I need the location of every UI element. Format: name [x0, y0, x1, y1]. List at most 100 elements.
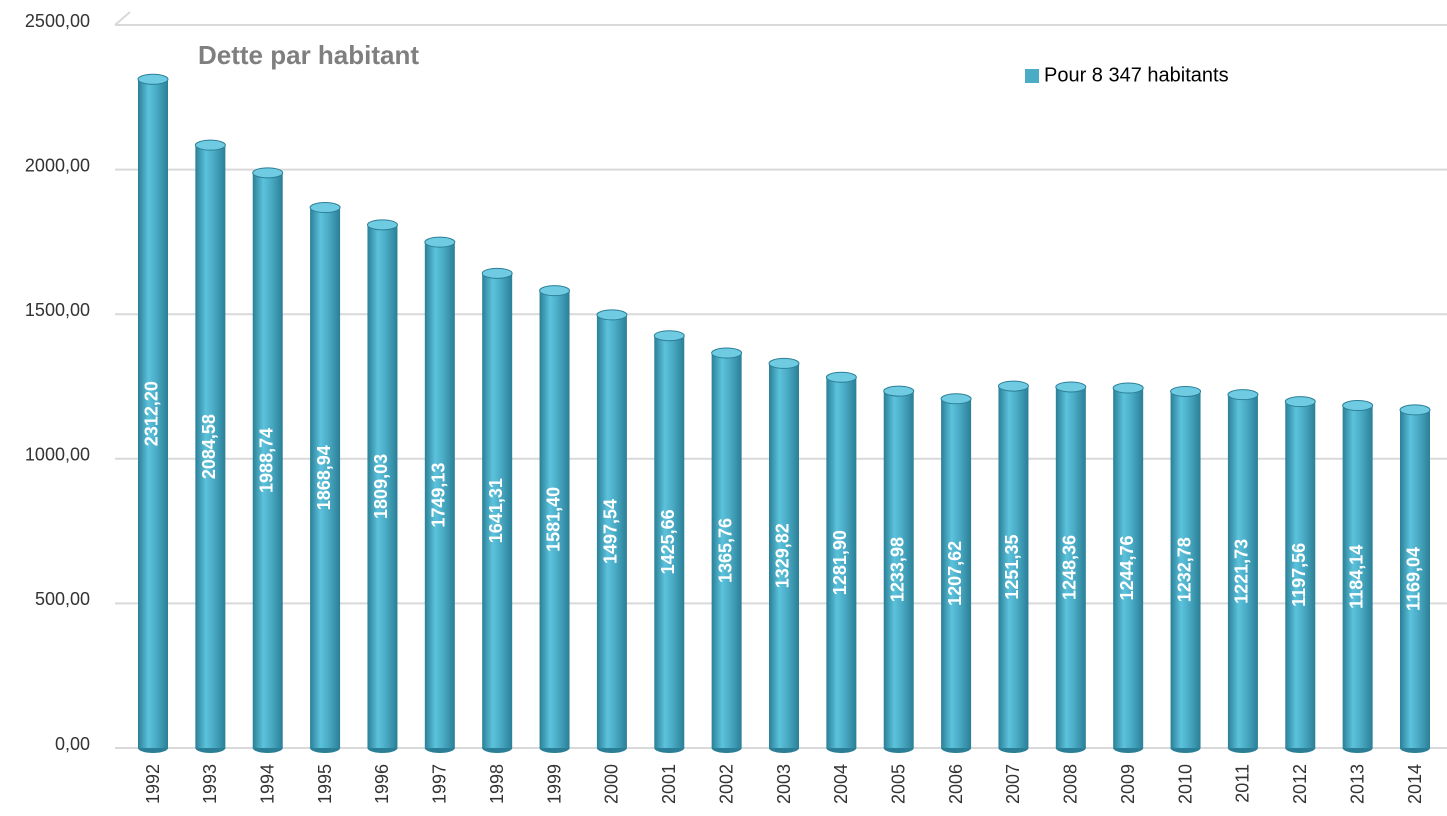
value-label: 1329,82 — [773, 523, 793, 588]
bar-top — [1055, 381, 1087, 393]
bar — [1285, 401, 1316, 748]
value-label: 1221,73 — [1232, 539, 1252, 604]
bar-top — [883, 385, 915, 397]
bar — [883, 391, 914, 748]
bar-top — [1342, 400, 1374, 412]
y-tick-label: 500,00 — [35, 589, 90, 609]
x-tick-label: 2014 — [1405, 764, 1425, 804]
value-label: 2084,58 — [199, 414, 219, 479]
bar — [769, 363, 799, 748]
bar-top — [1399, 404, 1431, 416]
value-label: 1184,14 — [1346, 545, 1366, 609]
bar — [1170, 391, 1201, 748]
bar-top — [1227, 389, 1259, 401]
value-label: 1248,36 — [1060, 535, 1080, 600]
x-tick-label: 1995 — [315, 764, 335, 804]
value-label: 1207,62 — [945, 541, 965, 606]
bar-top — [424, 236, 456, 248]
bar-top — [997, 380, 1029, 392]
bar — [539, 290, 570, 748]
bar-top — [366, 219, 398, 231]
x-tick-label: 1993 — [200, 764, 220, 804]
bar — [367, 224, 398, 749]
bar — [138, 79, 168, 748]
value-label: 1809,03 — [371, 454, 391, 519]
x-tick-label: 1996 — [372, 764, 392, 804]
value-label: 1197,56 — [1289, 543, 1309, 607]
y-tick-label: 1500,00 — [25, 300, 90, 320]
bar — [195, 145, 226, 748]
value-label: 1169,04 — [1404, 547, 1424, 611]
bar — [424, 242, 455, 748]
bar — [1400, 409, 1430, 748]
x-tick-label: 2009 — [1118, 764, 1138, 804]
value-label: 1581,40 — [543, 487, 563, 552]
x-tick-label: 2002 — [716, 764, 736, 804]
value-label: 1244,76 — [1117, 535, 1137, 600]
bar-top — [194, 139, 226, 151]
value-label: 1641,31 — [486, 478, 506, 543]
x-tick-label: 1994 — [257, 764, 277, 804]
value-label: 1232,78 — [1174, 537, 1194, 602]
y-tick-label: 2000,00 — [25, 155, 90, 175]
x-tick-label: 2006 — [946, 764, 966, 804]
bar — [596, 314, 627, 748]
bar-top — [711, 347, 743, 359]
x-tick-label: 2001 — [659, 764, 679, 804]
value-label: 1868,94 — [314, 445, 334, 510]
x-tick-label: 2012 — [1290, 764, 1310, 804]
x-tick-label: 2007 — [1003, 764, 1023, 804]
x-tick-label: 2011 — [1233, 764, 1253, 803]
chart-title: Dette par habitant — [198, 40, 419, 70]
legend-swatch — [1025, 69, 1039, 83]
axis-edge — [114, 11, 131, 26]
bar-top — [481, 267, 513, 279]
bar — [826, 377, 857, 748]
value-label: 1251,35 — [1002, 535, 1022, 600]
bar — [310, 207, 341, 748]
bar — [1342, 405, 1373, 748]
x-tick-label: 2008 — [1061, 764, 1081, 804]
bar-top — [825, 371, 857, 383]
value-label: 2312,20 — [142, 381, 162, 446]
bar — [654, 335, 685, 748]
x-tick-label: 2013 — [1347, 764, 1367, 804]
bar-top — [768, 357, 800, 369]
bar-top — [252, 167, 284, 179]
x-tick-label: 1999 — [544, 764, 564, 804]
bar — [482, 273, 513, 748]
bar — [252, 172, 283, 749]
bar-top — [309, 202, 341, 214]
x-tick-label: 2010 — [1175, 764, 1195, 804]
bar — [1055, 386, 1086, 748]
bar-top — [940, 393, 972, 405]
x-tick-label: 1997 — [430, 764, 450, 804]
x-tick-label: 2000 — [602, 764, 622, 804]
value-label: 1233,98 — [887, 537, 907, 602]
y-tick-label: 0,00 — [55, 734, 90, 754]
value-label: 1365,76 — [715, 518, 735, 583]
value-label: 1425,66 — [658, 509, 678, 574]
x-tick-label: 1992 — [143, 764, 163, 804]
value-label: 1749,13 — [429, 463, 449, 528]
y-tick-label: 2500,00 — [25, 11, 90, 31]
bar — [711, 353, 742, 748]
value-label: 1988,74 — [256, 428, 276, 493]
legend-label: Pour 8 347 habitants — [1044, 64, 1229, 86]
value-label: 1281,90 — [830, 530, 850, 595]
x-tick-label: 2003 — [774, 764, 794, 804]
bar — [998, 386, 1029, 748]
bar-top — [653, 330, 685, 342]
bar-top — [1112, 382, 1144, 394]
y-tick-label: 1000,00 — [25, 445, 90, 465]
bar-top — [1170, 385, 1202, 397]
x-tick-label: 1998 — [487, 764, 507, 804]
bar-top — [1284, 396, 1316, 408]
bar-top — [137, 73, 169, 85]
bar-top — [596, 309, 628, 321]
value-label: 1497,54 — [601, 499, 621, 564]
bar — [1227, 394, 1258, 748]
bar-top — [539, 285, 571, 297]
x-tick-label: 2004 — [831, 764, 851, 804]
